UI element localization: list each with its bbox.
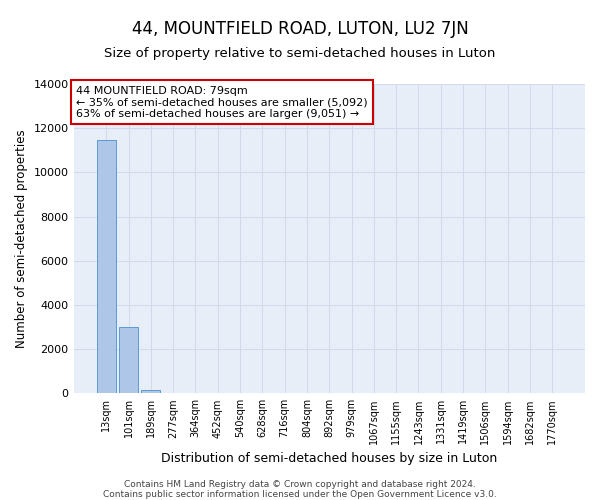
Text: Size of property relative to semi-detached houses in Luton: Size of property relative to semi-detach… xyxy=(104,48,496,60)
Bar xyxy=(142,390,160,394)
X-axis label: Distribution of semi-detached houses by size in Luton: Distribution of semi-detached houses by … xyxy=(161,452,497,465)
Bar xyxy=(119,327,138,394)
Text: 44, MOUNTFIELD ROAD, LUTON, LU2 7JN: 44, MOUNTFIELD ROAD, LUTON, LU2 7JN xyxy=(131,20,469,38)
Y-axis label: Number of semi-detached properties: Number of semi-detached properties xyxy=(15,130,28,348)
Text: Contains HM Land Registry data © Crown copyright and database right 2024.: Contains HM Land Registry data © Crown c… xyxy=(124,480,476,489)
Bar xyxy=(97,140,116,394)
Text: Contains public sector information licensed under the Open Government Licence v3: Contains public sector information licen… xyxy=(103,490,497,499)
Text: 44 MOUNTFIELD ROAD: 79sqm
← 35% of semi-detached houses are smaller (5,092)
63% : 44 MOUNTFIELD ROAD: 79sqm ← 35% of semi-… xyxy=(76,86,368,118)
